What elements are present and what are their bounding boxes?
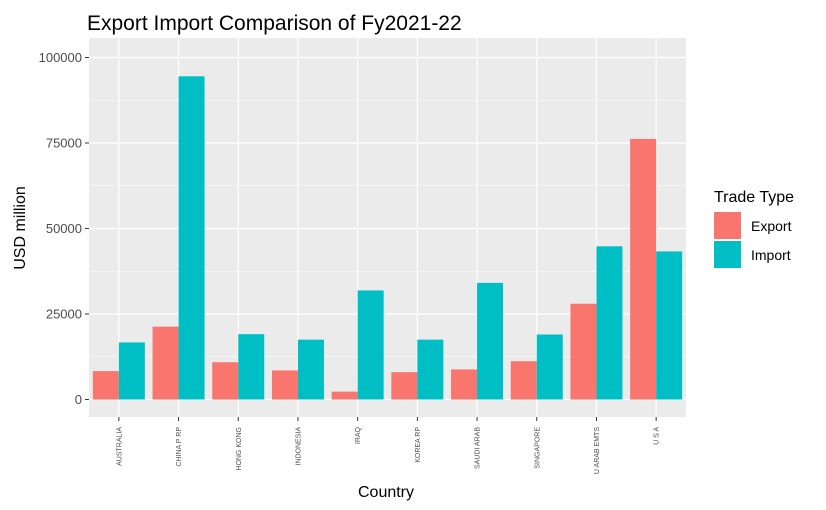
y-axis-title: USD million <box>12 186 29 270</box>
x-tick-label: AUSTRALIA <box>116 427 123 466</box>
y-tick-label: 0 <box>75 392 82 407</box>
bar-export <box>152 326 179 400</box>
y-axis: 0 25000 50000 75000 100000 <box>39 50 89 407</box>
y-tick-label: 50000 <box>46 221 82 236</box>
x-axis-title: Country <box>358 484 414 501</box>
bars-group <box>92 76 683 400</box>
y-tick-label: 100000 <box>39 50 82 65</box>
x-tick-label: CHINA P RP <box>176 427 183 467</box>
x-tick-label: U S A <box>654 427 661 445</box>
legend-label-import: Import <box>751 247 791 263</box>
legend-label-export: Export <box>751 218 792 234</box>
bar-export <box>630 138 657 400</box>
legend-title: Trade Type <box>714 189 794 206</box>
bar-import <box>536 334 563 400</box>
bar-export <box>331 391 358 400</box>
bar-import <box>477 282 504 400</box>
y-tick-label: 75000 <box>46 136 82 151</box>
bar-export <box>212 362 239 400</box>
x-tick-label: INDONESIA <box>295 427 302 466</box>
bar-import <box>297 339 324 400</box>
x-tick-label: SAUDI ARAB <box>475 427 482 469</box>
bar-export <box>391 372 418 400</box>
bar-import <box>596 246 623 400</box>
x-tick-label: U ARAB EMTS <box>594 427 601 474</box>
legend-key-export <box>714 212 741 239</box>
bar-import <box>357 290 384 400</box>
x-tick-label: SINGAPORE <box>534 427 541 469</box>
x-axis: AUSTRALIA CHINA P RP HONG KONG INDONESIA IRA… <box>116 417 661 474</box>
bar-export <box>570 303 597 400</box>
bar-import <box>656 251 683 400</box>
bar-export <box>510 361 537 400</box>
x-tick-label: HONG KONG <box>236 427 243 471</box>
legend: Trade Type Export Import <box>714 189 794 268</box>
y-tick-label: 25000 <box>46 307 82 322</box>
bar-import <box>238 334 265 400</box>
bar-import <box>118 342 145 400</box>
bar-export <box>92 371 119 400</box>
bar-export <box>451 369 478 400</box>
legend-key-import <box>714 241 741 268</box>
bar-export <box>271 370 298 400</box>
bar-import <box>417 339 444 400</box>
bar-import <box>178 76 205 400</box>
x-tick-label: KOREA RP <box>415 427 422 463</box>
x-tick-label: IRAQ <box>355 426 362 444</box>
chart-title: Export Import Comparison of Fy2021-22 <box>87 12 462 35</box>
